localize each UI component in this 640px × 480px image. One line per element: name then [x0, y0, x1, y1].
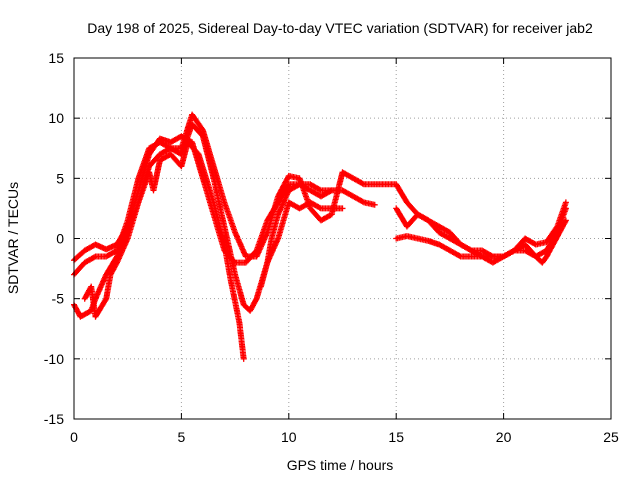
x-tick-label: 20	[496, 429, 512, 445]
data-marks	[71, 111, 569, 362]
chart-title: Day 198 of 2025, Sidereal Day-to-day VTE…	[87, 20, 593, 36]
y-tick-label: 0	[56, 231, 64, 247]
y-tick-label: -5	[52, 291, 65, 307]
x-tick-label: 10	[281, 429, 297, 445]
x-tick-label: 25	[603, 429, 619, 445]
x-axis-label: GPS time / hours	[287, 457, 394, 473]
y-axis-label: SDTVAR / TECUs	[5, 182, 21, 294]
y-tick-label: 5	[56, 170, 64, 186]
marker-trace-5	[257, 181, 335, 290]
plot-frame	[73, 57, 612, 420]
series-track-7	[393, 199, 569, 260]
x-tick-label: 0	[70, 429, 78, 445]
y-tick-label: -10	[44, 351, 64, 367]
series-track-3	[71, 139, 247, 362]
series-track-5	[257, 181, 335, 290]
y-tick-label: 10	[48, 110, 64, 126]
y-tick-label: 15	[48, 50, 64, 66]
y-tick-label: -15	[44, 411, 64, 427]
marker-trace-7	[393, 199, 569, 260]
x-tick-label: 15	[388, 429, 404, 445]
marker-trace-3	[71, 139, 247, 362]
tick-labels: 0 5 10 15 20 25 -15 -10 -5 0 5 10 15	[44, 50, 619, 445]
x-tick-label: 5	[178, 429, 186, 445]
